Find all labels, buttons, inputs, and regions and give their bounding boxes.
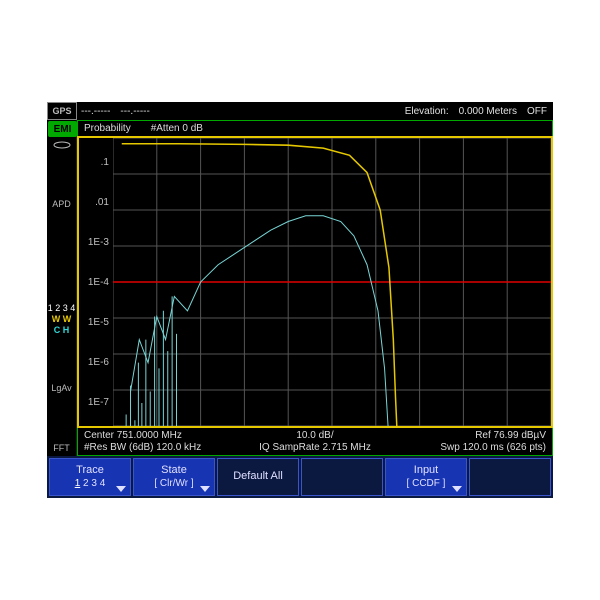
plot-area[interactable] — [113, 138, 551, 426]
trace-w: W W — [47, 314, 76, 325]
softkey-state[interactable]: State[ Clr/Wr ] — [133, 458, 215, 496]
softkey-trace[interactable]: Trace1 2 3 4 — [49, 458, 131, 496]
trace-nums: 1 2 3 4 — [47, 303, 76, 314]
gutter-apd: APD — [47, 198, 76, 212]
antenna-icon — [47, 138, 76, 152]
softkey-bar: Trace1 2 3 4State[ Clr/Wr ]Default AllIn… — [47, 456, 553, 498]
gps-lat: ---.----- — [81, 106, 110, 117]
softkey-label: State — [161, 464, 187, 477]
softkey-6 — [469, 458, 551, 496]
y-tick-label: .01 — [79, 182, 109, 222]
softkey-input[interactable]: Input[ CCDF ] — [385, 458, 467, 496]
ref-level: Ref 76.99 dBµV — [392, 430, 546, 441]
center-freq: Center 751.0000 MHz — [84, 430, 238, 441]
trace-c: C H — [47, 325, 76, 336]
elevation-label: Elevation: — [405, 106, 449, 117]
gps-off: OFF — [527, 106, 547, 117]
gps-lon: ---.----- — [120, 106, 149, 117]
y-tick-label: .1 — [79, 142, 109, 182]
instrument-screen: GPS ---.----- ---.----- Elevation: 0.000… — [47, 102, 553, 498]
iq-samprate: IQ SampRate 2.715 MHz — [238, 442, 392, 453]
status-bar: GPS ---.----- ---.----- Elevation: 0.000… — [47, 102, 553, 120]
y-axis-labels: .1.011E-31E-41E-51E-61E-7 — [79, 138, 113, 426]
softkey-label: Default All — [233, 470, 283, 483]
attenuation: #Atten 0 dB — [151, 123, 203, 134]
gps-badge: GPS — [47, 102, 77, 120]
display-footer: Center 751.0000 MHz 10.0 dB/ Ref 76.99 d… — [77, 428, 553, 456]
chevron-down-icon — [200, 486, 210, 492]
plot-frame: .1.011E-31E-41E-51E-61E-7 — [77, 136, 553, 428]
y-tick-label: 1E-7 — [79, 382, 109, 422]
display-area: Probability #Atten 0 dB .1.011E-31E-41E-… — [77, 120, 553, 456]
y-tick-label: 1E-6 — [79, 342, 109, 382]
chevron-down-icon — [452, 486, 462, 492]
y-tick-label: 1E-5 — [79, 302, 109, 342]
rbw: #Res BW (6dB) 120.0 kHz — [84, 442, 238, 453]
softkey-default-all[interactable]: Default All — [217, 458, 299, 496]
softkey-sub: 1 2 3 4 — [75, 478, 106, 490]
left-gutter: EMI APD 1 2 3 4 W W C H LgAv FFT — [47, 120, 77, 456]
softkey-label: Trace — [76, 464, 104, 477]
gutter-lgav: LgAv — [47, 382, 76, 396]
gutter-fft: FFT — [47, 442, 76, 456]
display-header: Probability #Atten 0 dB — [77, 120, 553, 136]
measurement-mode: Probability — [84, 123, 131, 134]
scale-div: 10.0 dB/ — [238, 430, 392, 441]
softkey-sub: [ CCDF ] — [407, 478, 446, 490]
y-tick-label: 1E-4 — [79, 262, 109, 302]
y-tick-label: 1E-3 — [79, 222, 109, 262]
softkey-4 — [301, 458, 383, 496]
softkey-sub: [ Clr/Wr ] — [154, 478, 193, 490]
elevation-value: 0.000 Meters — [459, 106, 517, 117]
chevron-down-icon — [116, 486, 126, 492]
sweep: Swp 120.0 ms (626 pts) — [392, 442, 546, 453]
softkey-label: Input — [414, 464, 438, 477]
mode-badge-emi: EMI — [48, 121, 77, 137]
